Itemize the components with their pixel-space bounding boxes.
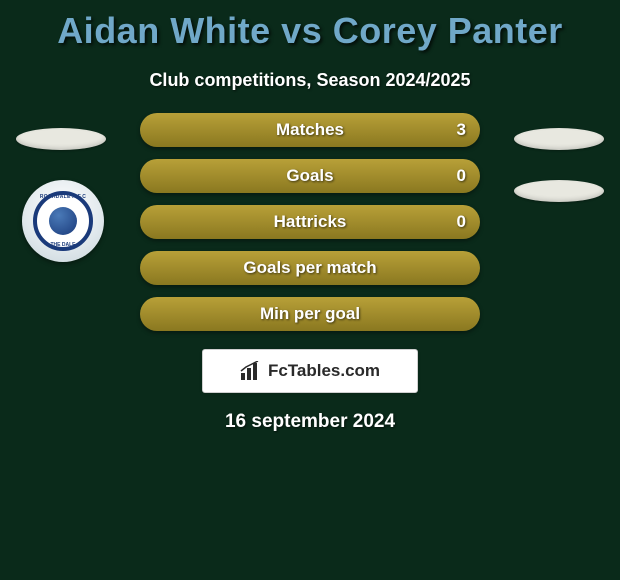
- stat-pill-goals: Goals 0: [140, 159, 480, 193]
- stat-label: Matches: [276, 120, 344, 140]
- stat-right-value: 0: [457, 212, 466, 232]
- stat-pill-hattricks: Hattricks 0: [140, 205, 480, 239]
- stat-pill-matches: Matches 3: [140, 113, 480, 147]
- stat-row: Matches 3: [0, 113, 620, 147]
- stat-label: Hattricks: [274, 212, 347, 232]
- comparison-title: Aidan White vs Corey Panter: [0, 0, 620, 52]
- brand-box: FcTables.com: [202, 349, 418, 393]
- season-subtitle: Club competitions, Season 2024/2025: [0, 70, 620, 91]
- bars-icon: [240, 361, 262, 381]
- stat-row: Goals 0: [0, 159, 620, 193]
- stat-label: Goals: [286, 166, 333, 186]
- stat-pill-mpg: Min per goal: [140, 297, 480, 331]
- stat-pill-gpm: Goals per match: [140, 251, 480, 285]
- stat-row: Goals per match: [0, 251, 620, 285]
- stat-right-value: 3: [457, 120, 466, 140]
- brand-text: FcTables.com: [268, 361, 380, 381]
- stat-right-value: 0: [457, 166, 466, 186]
- stat-row: Hattricks 0: [0, 205, 620, 239]
- stat-row: Min per goal: [0, 297, 620, 331]
- date-text: 16 september 2024: [0, 411, 620, 433]
- stat-label: Goals per match: [243, 258, 376, 278]
- stats-container: Matches 3 Goals 0 Hattricks 0 Goals per …: [0, 113, 620, 331]
- stat-label: Min per goal: [260, 304, 360, 324]
